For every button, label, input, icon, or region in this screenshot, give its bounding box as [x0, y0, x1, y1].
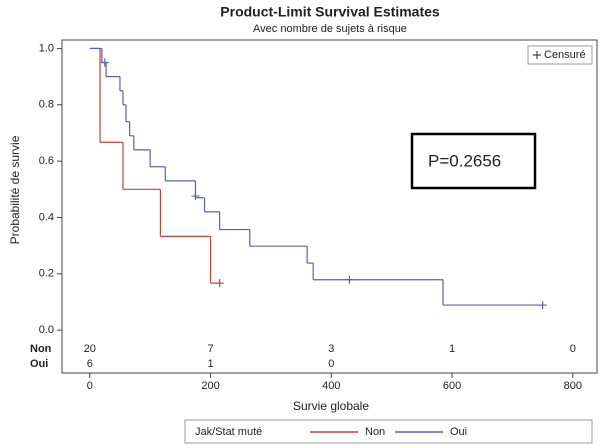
censor-mark: [100, 58, 109, 67]
x-tick-label: 200: [201, 380, 219, 392]
risk-count: 7: [207, 343, 213, 355]
risk-count: 6: [87, 358, 93, 370]
y-tick-label: 0.2: [39, 268, 54, 280]
x-tick-label: 800: [564, 380, 582, 392]
risk-row-label: Oui: [30, 358, 48, 370]
chart-title: Product-Limit Survival Estimates: [220, 4, 440, 20]
x-tick-label: 0: [87, 380, 93, 392]
risk-count: 20: [84, 343, 96, 355]
annotation-box: [410, 132, 537, 190]
risk-count: 3: [328, 343, 334, 355]
legend-box: [184, 419, 593, 444]
x-axis-label: Survie globale: [293, 399, 369, 413]
y-axis-label: Probabilité de survie: [8, 135, 22, 244]
y-tick-label: 1.0: [39, 42, 54, 54]
y-tick-label: 0.6: [39, 155, 54, 167]
censor-mark: [215, 279, 224, 288]
censor-mark: [538, 301, 547, 310]
legend-label: Oui: [450, 426, 467, 438]
plot-frame: [61, 39, 598, 374]
y-tick-label: 0.4: [39, 211, 54, 223]
risk-count: 1: [449, 343, 455, 355]
censor-legend-box: [527, 45, 593, 65]
legend-title: Jak/Stat muté: [195, 426, 262, 438]
legend-label: Non: [365, 426, 385, 438]
y-tick-label: 0.8: [39, 99, 54, 111]
x-tick-label: 400: [322, 380, 340, 392]
y-tick-label: 0.0: [39, 324, 54, 336]
risk-row-label: Non: [30, 343, 52, 355]
risk-count: 0: [570, 343, 576, 355]
risk-count: 1: [207, 358, 213, 370]
x-tick-label: 600: [443, 380, 461, 392]
risk-count: 0: [328, 358, 334, 370]
censor-mark: [191, 192, 200, 201]
censor-legend-label: Censuré: [544, 49, 586, 61]
censor-mark: [345, 275, 354, 284]
chart-subtitle: Avec nombre de sujets à risque: [253, 23, 407, 35]
annotation: P=0.2656: [428, 151, 501, 170]
